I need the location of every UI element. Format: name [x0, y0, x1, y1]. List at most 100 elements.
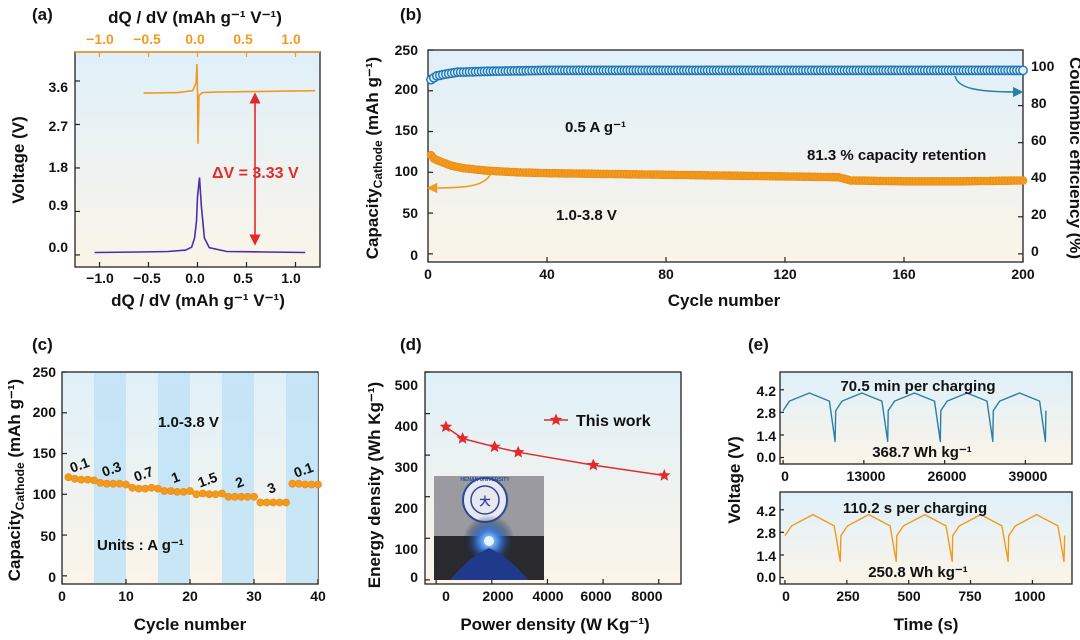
- panel-a-ticks: [75, 52, 297, 267]
- charge-discharge-curve: [782, 392, 1047, 443]
- panel-b-xtick: 40: [539, 266, 555, 282]
- panel-c-xticks: 0 10 20 30 40: [58, 588, 326, 604]
- panel-b-retention-annotation: 81.3 % capacity retention: [807, 147, 986, 164]
- panel-e-top-ytick: 4.2: [757, 383, 777, 399]
- panel-a-ytick: 1.8: [49, 159, 69, 175]
- panel-d-xticks: 0 2000 4000 6000 8000: [442, 588, 663, 604]
- rate-point: [198, 489, 207, 498]
- panel-c-xtick: 40: [310, 588, 326, 604]
- panel-e-bottom-yticks: 0.0 1.4 2.8 4.2: [757, 503, 777, 585]
- panel-a-ytick: 2.7: [49, 118, 69, 134]
- panel-b: (b) 0.5 A g⁻¹ 81.3 % capacity retention …: [363, 5, 1080, 310]
- panel-a-ytick: 0.9: [49, 197, 69, 213]
- panel-e-ylabel: Voltage (V): [725, 436, 744, 524]
- panel-c-series: [64, 473, 322, 507]
- panel-b-plot-area: [427, 49, 1024, 263]
- rate-point: [64, 473, 73, 482]
- panel-e-top-plot-area: [779, 371, 1073, 465]
- panel-a-top-xlabel: dQ / dV (mAh g⁻¹ V⁻¹): [108, 8, 282, 27]
- rate-stripe: [222, 373, 254, 583]
- panel-b-ytick: 200: [395, 81, 419, 97]
- panel-d-xlabel: Power density (W Kg⁻¹): [460, 615, 649, 634]
- rate-point: [115, 479, 124, 488]
- energy-power-point: [439, 420, 453, 433]
- delta-v-annotation: ΔV = 3.33 V: [212, 165, 299, 182]
- rate-point: [192, 490, 201, 499]
- rate-point: [70, 474, 79, 483]
- panel-b-capacity-series: [426, 150, 1028, 186]
- panel-c-ylabel-sub: Cathode: [13, 462, 27, 510]
- panel-d-yticks: 0 100 200 300 400 500: [395, 377, 419, 585]
- panel-a-top-xtick: 1.0: [281, 31, 301, 47]
- panel-b-y2tick: 40: [1031, 169, 1047, 185]
- panel-a-yticks: 0.0 0.9 1.8 2.7 3.6: [49, 79, 69, 255]
- panel-d-series: [439, 420, 671, 481]
- capacity-point: [1018, 176, 1028, 185]
- panel-a-top-xtick: −1.0: [86, 31, 114, 47]
- panel-b-xtick: 80: [658, 266, 674, 282]
- ce-axis-arrow: [954, 75, 1024, 98]
- led-icon: [484, 536, 494, 546]
- panel-b-ylabel-unit: (mAh g⁻¹): [363, 57, 382, 141]
- panel-c-ylabel-main: Capacity: [5, 510, 24, 581]
- panel-b-yticks: 0 50 100 150 200 250: [395, 42, 419, 263]
- panel-d-xtick: 6000: [580, 588, 611, 604]
- panel-e-top-xticks: 0 13000 26000 39000: [781, 468, 1048, 484]
- charge-discharge-curve: [784, 513, 1066, 563]
- panel-d-ytick: 100: [395, 541, 419, 557]
- panel-e-top-xtick: 26000: [928, 468, 967, 484]
- panel-e-top-xtick: 13000: [847, 468, 886, 484]
- panel-a-top-xtick: 0.5: [233, 31, 253, 47]
- energy-power-point: [587, 458, 600, 471]
- panel-b-y2tick: 100: [1031, 58, 1055, 74]
- panel-b-y2tick: 0: [1031, 243, 1039, 259]
- energy-power-point: [456, 432, 469, 444]
- rate-point: [186, 487, 194, 495]
- inset-photo: 大 HENAN UNIVERSITY: [434, 476, 544, 580]
- panel-b-ytick: 250: [395, 42, 419, 58]
- panel-d-ytick: 300: [395, 459, 419, 475]
- rate-stripe: [286, 373, 318, 583]
- panel-e-top-energy: 368.7 Wh kg⁻¹: [872, 444, 972, 461]
- panel-c-ytick: 100: [33, 486, 57, 502]
- panel-c: (c) 0.1 0.3 0.7 1 1.5 2 30.1 1.0-3.8 V Units :…: [5, 335, 326, 634]
- panel-e-xlabel: Time (s): [894, 615, 959, 634]
- panel-a-ylabel: Voltage (V): [9, 116, 28, 204]
- panel-c-window-annotation: 1.0-3.8 V: [158, 414, 219, 431]
- panel-d-xtick: 4000: [532, 588, 563, 604]
- panel-a: (a) dQ / dV (mAh g⁻¹ V⁻¹) −1.0 −0.5 0.0 …: [9, 5, 321, 310]
- rate-point: [128, 483, 137, 492]
- panel-c-units-annotation: Units : A g⁻¹: [97, 537, 184, 554]
- panel-b-ylabel-sub: Cathode: [371, 140, 385, 188]
- rate-stripe: [94, 373, 126, 583]
- panel-e-top-title: 70.5 min per charging: [840, 378, 995, 395]
- hand-icon: [450, 548, 528, 580]
- rate-stripe: [158, 373, 190, 583]
- rate-point: [179, 487, 188, 496]
- panel-b-ylabel: CapacityCathode (mAh g⁻¹): [363, 57, 385, 259]
- panel-e-bottom-xtick: 1000: [1014, 588, 1045, 604]
- energy-power-point: [488, 440, 501, 453]
- panel-e-bottom-energy: 250.8 Wh kg⁻¹: [868, 564, 968, 581]
- rate-point: [122, 480, 130, 489]
- seal-inner-ring: [470, 485, 500, 515]
- panel-e-top-series: [782, 392, 1047, 443]
- panel-e-bottom-ytick: 0.0: [757, 569, 777, 585]
- panel-b-window-annotation: 1.0-3.8 V: [556, 207, 617, 224]
- panel-e-bottom-ytick: 2.8: [757, 525, 777, 541]
- panel-c-label: (c): [32, 335, 53, 354]
- panel-e-bottom-series: [784, 513, 1066, 563]
- panel-c-rate-labels: 0.1 0.3 0.7 1 1.5 2 30.1: [68, 454, 316, 497]
- panel-b-label: (b): [400, 5, 422, 24]
- rate-point: [218, 489, 226, 498]
- panel-c-stripes: [94, 373, 318, 583]
- panel-a-top-xtick: −0.5: [133, 31, 161, 47]
- panel-c-xtick: 20: [182, 588, 198, 604]
- seal-text: HENAN UNIVERSITY: [460, 477, 510, 483]
- panel-a-xtick: −0.5: [133, 270, 161, 286]
- panel-d-xtick: 0: [442, 588, 450, 604]
- rate-label: 0.7: [132, 463, 156, 485]
- rate-point: [211, 490, 220, 499]
- panel-a-curves: [94, 64, 316, 254]
- rate-point: [314, 480, 322, 489]
